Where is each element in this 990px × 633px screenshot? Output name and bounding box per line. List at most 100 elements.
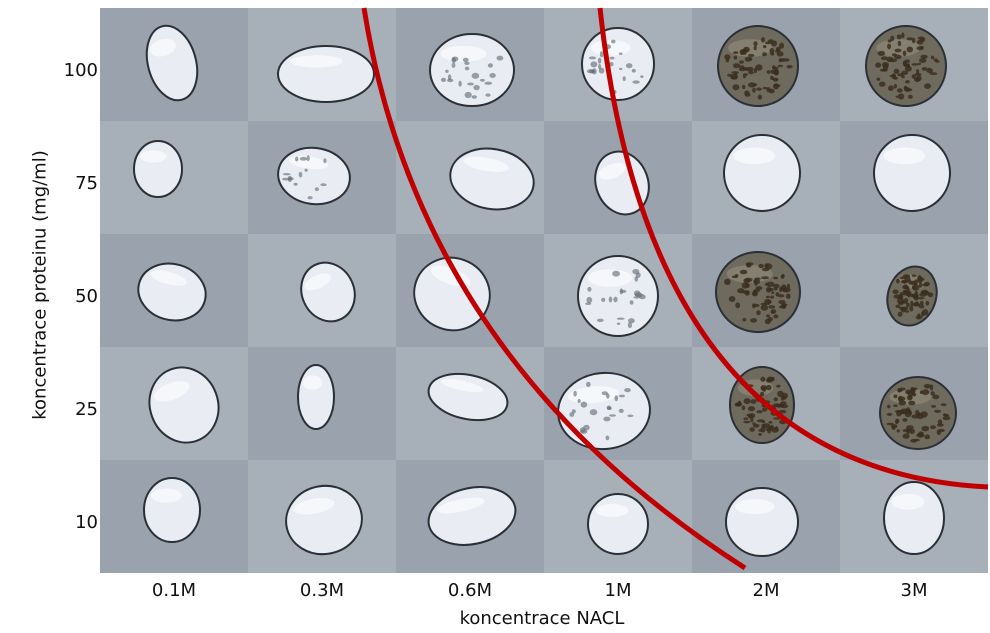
- drop-image: [248, 234, 396, 347]
- crystal: [758, 433, 762, 436]
- crystal: [740, 381, 748, 386]
- crystal: [632, 80, 640, 84]
- crystal: [776, 51, 784, 57]
- drop-image-cell: [840, 8, 988, 121]
- drop-image-cell: [100, 121, 248, 234]
- crystal: [467, 82, 474, 86]
- crystal: [754, 277, 761, 280]
- crystal: [734, 274, 739, 278]
- crystal: [597, 57, 602, 64]
- crystal: [887, 404, 891, 409]
- crystal: [323, 158, 327, 164]
- drop-image: [692, 460, 840, 573]
- crystal: [877, 50, 886, 56]
- crystal: [770, 424, 774, 431]
- crystal: [905, 389, 911, 395]
- crystal: [622, 76, 626, 81]
- drop-highlight: [150, 270, 187, 286]
- crystal: [906, 46, 913, 53]
- crystal: [896, 88, 903, 93]
- crystal: [603, 44, 612, 50]
- crystal: [282, 177, 290, 181]
- crystal: [761, 386, 765, 391]
- crystal: [744, 90, 750, 95]
- crystal: [742, 84, 746, 90]
- protein-drop: [297, 364, 335, 430]
- drop-image-cell: [840, 121, 988, 234]
- crystal: [613, 296, 618, 303]
- x-tick-label: 2M: [752, 580, 780, 601]
- drop-image: [692, 347, 840, 460]
- crystal: [618, 408, 624, 413]
- drop-image-cell: [100, 347, 248, 460]
- crystal: [728, 296, 736, 302]
- crystal: [320, 183, 327, 187]
- crystal: [471, 72, 480, 79]
- crystal: [914, 290, 918, 296]
- crystal: [908, 394, 913, 399]
- x-tick-label: 3M: [900, 580, 928, 601]
- crystal: [577, 399, 581, 403]
- crystal: [586, 69, 595, 74]
- crystal: [744, 56, 752, 62]
- crystal: [750, 416, 754, 423]
- protein-drop: [723, 134, 801, 212]
- crystal: [635, 292, 643, 298]
- crystal: [760, 304, 769, 311]
- crystal: [902, 285, 910, 290]
- crystal: [632, 268, 640, 275]
- crystal: [579, 427, 586, 433]
- drop-image-grid: [100, 8, 988, 573]
- crystal: [640, 75, 644, 78]
- x-tick-label: 0.6M: [447, 580, 493, 601]
- crystal: [895, 418, 900, 424]
- crystal: [293, 182, 298, 186]
- drop-image: [396, 460, 544, 573]
- crystal: [899, 276, 907, 280]
- crystal: [756, 419, 765, 423]
- crystal: [783, 396, 787, 400]
- crystal: [616, 322, 621, 325]
- drop-image-cell: [840, 460, 988, 573]
- crystal: [747, 82, 756, 88]
- drop-image: [248, 460, 396, 573]
- drop-image-cell: [692, 347, 840, 460]
- crystal: [901, 70, 909, 75]
- crystal: [304, 168, 308, 172]
- crystal: [739, 269, 748, 275]
- crystal: [603, 416, 611, 422]
- crystal: [777, 64, 783, 68]
- crystal: [742, 317, 747, 322]
- crystal: [746, 413, 751, 417]
- crystal: [768, 305, 776, 309]
- crystal: [765, 41, 771, 45]
- drop-image-cell: [100, 460, 248, 573]
- drop-image: [396, 8, 544, 121]
- crystal: [756, 87, 762, 91]
- drop-highlight: [733, 147, 776, 165]
- crystal: [447, 78, 454, 83]
- crystal: [930, 425, 936, 430]
- protein-drop: [277, 45, 375, 103]
- crystal: [897, 40, 902, 47]
- drop-image-cell: [248, 121, 396, 234]
- crystal: [924, 434, 930, 440]
- drop-image-cell: [396, 347, 544, 460]
- crystal: [440, 77, 447, 82]
- drop-highlight: [883, 147, 926, 165]
- crystal: [935, 60, 940, 63]
- crystal: [766, 70, 771, 74]
- crystal: [887, 43, 892, 50]
- crystal: [611, 39, 616, 44]
- crystal: [756, 310, 761, 316]
- crystal: [745, 283, 750, 288]
- crystal: [921, 425, 930, 432]
- protein-drop: [587, 493, 649, 555]
- crystal: [896, 278, 900, 284]
- crystal: [573, 390, 577, 397]
- crystal: [288, 177, 294, 181]
- crystal: [899, 409, 904, 415]
- crystal: [902, 50, 907, 57]
- drop-image-cell: [692, 121, 840, 234]
- crystal: [771, 40, 777, 47]
